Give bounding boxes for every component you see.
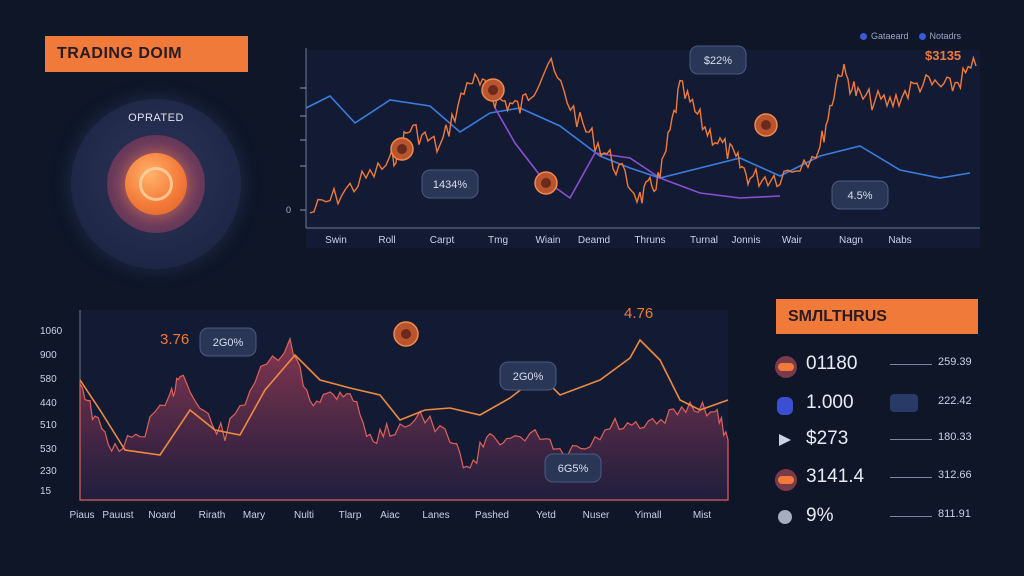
stat-divider (890, 477, 932, 478)
stat-secondary-value: 180.33 (938, 431, 972, 443)
y-tick-label: 440 (40, 398, 57, 409)
stat-secondary-value: 222.42 (938, 395, 972, 407)
stat-row[interactable]: 3141.4 312.66 (770, 463, 980, 493)
page-title: TRADING DOIM (45, 36, 248, 72)
stat-secondary-value: 811.91 (938, 508, 971, 520)
callout-text: 1434% (433, 179, 467, 191)
blue-shield-icon (774, 395, 796, 415)
callout-text: 2G0% (213, 337, 244, 349)
play-arrow-icon (774, 431, 796, 449)
stat-divider (890, 439, 932, 440)
stat-divider (890, 516, 932, 517)
stat-divider (890, 394, 918, 412)
x-tick-label: Carpt (430, 235, 455, 246)
callout-text: 6G5% (558, 463, 589, 475)
x-tick-label: Lanes (422, 510, 449, 521)
y-tick-label: 900 (40, 350, 57, 361)
event-marker-core (488, 85, 498, 95)
event-marker-core (401, 329, 411, 339)
value-callout (421, 169, 479, 199)
dial-label: OPRATED (128, 112, 184, 124)
chart-legend: Gataeard Notadrs (860, 31, 961, 41)
value-callout (544, 453, 602, 483)
status-dial[interactable]: OPRATED (71, 99, 241, 269)
legend-dot-icon (918, 32, 926, 40)
dial-ring (107, 135, 205, 233)
x-tick-label: Nuser (583, 510, 610, 521)
x-tick-label: Nulti (294, 510, 314, 521)
stat-value: 01180 (806, 353, 858, 374)
x-tick-label: Turnal (690, 235, 718, 246)
value-callout (199, 327, 257, 357)
stat-divider (890, 364, 932, 365)
stat-row[interactable]: 1.000 222.42 (770, 389, 980, 419)
stat-value: $273 (806, 428, 849, 449)
stat-row[interactable]: 01180 259.39 (770, 350, 980, 380)
x-tick-label: Deamd (578, 235, 610, 246)
peak-right-label: 4.76 (624, 305, 653, 322)
callout-text: $22% (704, 55, 732, 67)
x-tick-label: Mary (243, 510, 265, 521)
value-callout (831, 180, 889, 210)
stat-secondary-value: 312.66 (938, 469, 972, 481)
stat-value: 1.000 (806, 392, 854, 413)
stat-row[interactable]: 9% 811.91 (770, 502, 980, 532)
event-marker-core (397, 144, 407, 154)
callout-text: 2G0% (513, 371, 544, 383)
stat-row[interactable]: $273 180.33 (770, 425, 980, 455)
coin-icon[interactable] (125, 153, 187, 215)
y-tick-label: 530 (40, 444, 57, 455)
y-tick-label: 1060 (40, 326, 63, 337)
series-line-purple (494, 107, 781, 200)
x-tick-label: Tlarp (339, 510, 362, 521)
x-tick-label: Yetd (536, 510, 556, 521)
y-tick-label: 230 (40, 466, 57, 477)
stat-value: 3141.4 (806, 466, 865, 487)
x-tick-label: Wiain (535, 235, 560, 246)
orange-pill-icon (774, 356, 797, 378)
chart-plot-area (306, 50, 980, 248)
x-tick-label: Aiac (380, 510, 399, 521)
stat-secondary-value: 259.39 (938, 356, 972, 368)
orange-pill-icon (774, 469, 797, 491)
callout-text: 4.5% (847, 190, 872, 202)
event-marker-core (761, 120, 771, 130)
grey-dot-icon (774, 508, 796, 526)
x-tick-label: Tmg (488, 235, 508, 246)
top-price-chart[interactable]: 0 $22% 1434% 4.5% $3135 Swin Roll Carpt Tmg Wi… (280, 28, 1000, 260)
x-tick-label: Jonnis (732, 235, 761, 246)
x-tick-label: Nagn (839, 235, 863, 246)
price-label: $3135 (925, 48, 961, 63)
y-tick-label: 0 (286, 205, 291, 215)
panel-title: SMЛLTHRUS (776, 299, 978, 334)
bottom-area-chart[interactable]: 1060 900 580 440 510 530 230 15 Piaus Pauust Noar… (40, 300, 740, 528)
x-tick-label: Yimall (635, 510, 662, 521)
stat-value: 9% (806, 505, 834, 526)
series-line-orange (79, 338, 729, 456)
x-tick-label: Mist (693, 510, 712, 521)
y-tick-label: 15 (40, 486, 52, 497)
x-tick-label: Rirath (199, 510, 226, 521)
x-tick-label: Pashed (475, 510, 509, 521)
x-tick-label: Roll (378, 235, 395, 246)
series-line-orange (309, 55, 977, 214)
value-callout (499, 361, 557, 391)
series-line-blue (305, 95, 971, 179)
legend-label-b: Notadrs (929, 31, 962, 41)
x-tick-label: Piaus (69, 510, 94, 521)
legend-dot-icon (860, 32, 867, 40)
y-tick-label: 580 (40, 374, 57, 385)
x-tick-label: Wair (782, 235, 803, 246)
value-callout (689, 45, 747, 75)
x-tick-label: Noard (148, 510, 175, 521)
x-tick-label: Thruns (634, 235, 665, 246)
x-tick-label: Pauust (102, 510, 133, 521)
y-tick-label: 510 (40, 420, 57, 431)
event-marker-core (541, 178, 551, 188)
x-tick-label: Swin (325, 235, 347, 246)
x-tick-label: Nabs (888, 235, 911, 246)
peak-left-label: 3.76 (160, 331, 189, 348)
legend-label-a: Gataeard (871, 31, 909, 41)
coin-inner-ring (139, 167, 173, 201)
